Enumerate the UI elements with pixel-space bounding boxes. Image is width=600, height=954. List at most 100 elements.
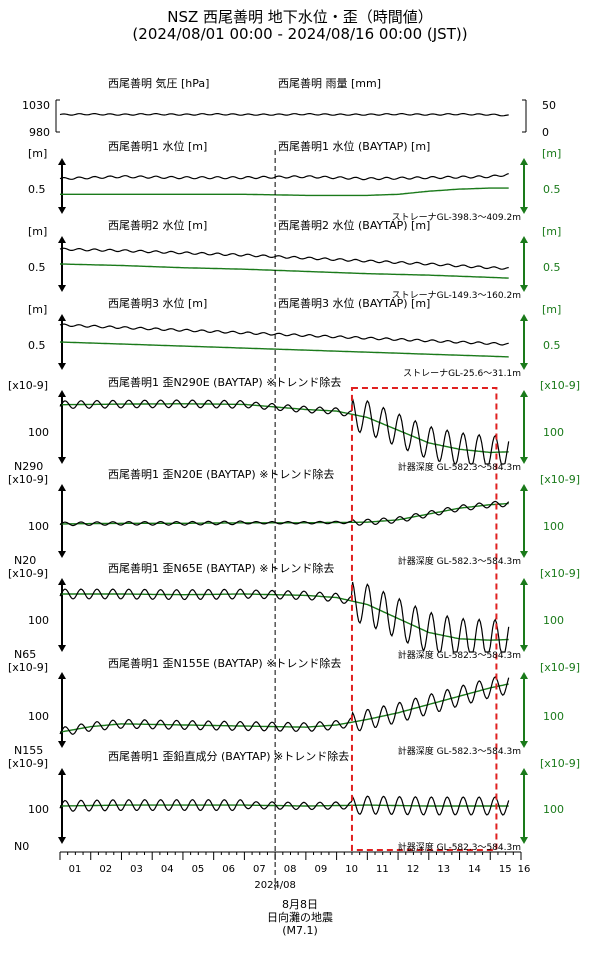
series-n20-raw xyxy=(59,500,510,527)
panel-note-n65: 計器深度 GL-582.3～584.3m xyxy=(398,649,521,661)
series-n155-raw xyxy=(59,676,510,735)
event-date: 8月8日 xyxy=(282,898,318,911)
series-wl1-1 xyxy=(60,187,509,197)
y-tick-left-wl3: 0.5 xyxy=(28,339,46,352)
y-arrow-right-wl1-head-up xyxy=(520,158,528,165)
panel-title-n0: 西尾善明1 歪鉛直成分 (BAYTAP) ※トレンド除去 xyxy=(108,749,349,763)
event-magnitude: (M7.1) xyxy=(282,924,318,937)
panel-title-wl2-right: 西尾善明2 水位 (BAYTAP) [m] xyxy=(278,218,430,232)
y-tick-right-wl1: 0.5 xyxy=(543,183,561,196)
y-unit-right-n290: [x10-9] xyxy=(540,379,580,392)
x-tick-label: 06 xyxy=(222,864,235,875)
x-tick-label: 12 xyxy=(407,864,420,875)
x-tick-label: 16 xyxy=(518,864,531,875)
row-label-n65: N65 xyxy=(14,648,36,661)
series-n0-raw xyxy=(59,795,510,816)
y-unit-right-wl2: [m] xyxy=(542,225,561,238)
series-wl2-0 xyxy=(59,247,509,270)
y-tick-right-weather: 50 xyxy=(542,99,556,112)
y-arrow-left-n155-head-down xyxy=(58,741,66,748)
y-arrow-right-n20-head-up xyxy=(520,484,528,491)
y-arrow-left-wl2-head-down xyxy=(58,285,66,292)
panel-title-n155: 西尾善明1 歪N155E (BAYTAP) ※トレンド除去 xyxy=(108,656,341,670)
y-arrow-left-wl2-head-up xyxy=(58,236,66,243)
y-tick-left-weather: 1030 xyxy=(22,99,50,112)
y-arrow-left-n0-head-down xyxy=(58,837,66,844)
y-unit-right-n155: [x10-9] xyxy=(540,661,580,674)
highlight-box xyxy=(350,387,498,851)
y-arrow-right-wl3-head-up xyxy=(520,314,528,321)
y-arrow-right-wl2-head-up xyxy=(520,236,528,243)
y-tick-left-weather: 980 xyxy=(29,126,50,139)
y-tick-right-n65: 100 xyxy=(543,614,564,627)
y-arrow-left-n20-head-up xyxy=(58,484,66,491)
y-tick-left-wl1: 0.5 xyxy=(28,183,46,196)
y-arrow-right-n290-head-down xyxy=(520,457,528,464)
y-tick-left-n20: 100 xyxy=(28,520,49,533)
y-arrow-right-n0-head-down xyxy=(520,837,528,844)
y-unit-left-n20: [x10-9] xyxy=(8,473,48,486)
chart-overlay xyxy=(274,150,498,890)
y-arrow-right-n65-head-down xyxy=(520,645,528,652)
y-arrow-left-wl1-head-up xyxy=(58,158,66,165)
y-arrow-left-n155-head-up xyxy=(58,672,66,679)
x-tick-label: 13 xyxy=(437,864,450,875)
series-wl1-0 xyxy=(59,173,509,181)
panel-title-n290: 西尾善明1 歪N290E (BAYTAP) ※トレンド除去 xyxy=(108,375,341,389)
panel-title-wl3-right: 西尾善明3 水位 (BAYTAP) [m] xyxy=(278,296,430,310)
y-arrow-left-n65-head-up xyxy=(58,578,66,585)
panel-note-n20: 計器深度 GL-582.3～584.3m xyxy=(398,555,521,567)
row-label-n290: N290 xyxy=(14,460,43,473)
series-wl3-1 xyxy=(59,341,509,358)
panel-note-n155: 計器深度 GL-582.3～584.3m xyxy=(398,745,521,757)
panel-note-n0: 計器深度 GL-582.3～584.3m xyxy=(398,841,521,853)
y-tick-right-n0: 100 xyxy=(543,803,564,816)
y-tick-right-n290: 100 xyxy=(543,426,564,439)
series-weather-0 xyxy=(59,112,509,117)
y-unit-right-wl1: [m] xyxy=(542,147,561,160)
y-arrow-left-wl3-head-down xyxy=(58,363,66,370)
x-tick-label: 05 xyxy=(192,864,205,875)
y-unit-left-n0: [x10-9] xyxy=(8,757,48,770)
y-arrow-right-n0-head-up xyxy=(520,768,528,775)
x-tick-label: 04 xyxy=(161,864,174,875)
panel-note-wl1: ストレーナGL-398.3～409.2m xyxy=(392,212,521,223)
panel-note-n290: 計器深度 GL-582.3～584.3m xyxy=(398,461,521,473)
y-tick-right-wl3: 0.5 xyxy=(543,339,561,352)
y-tick-right-n20: 100 xyxy=(543,520,564,533)
y-arrow-right-n65-head-up xyxy=(520,578,528,585)
y-unit-left-n290: [x10-9] xyxy=(8,379,48,392)
y-unit-left-n65: [x10-9] xyxy=(8,567,48,580)
x-axis-label: 2024/08 xyxy=(254,880,296,891)
y-tick-left-n65: 100 xyxy=(28,614,49,627)
x-tick-label: 15 xyxy=(499,864,512,875)
chart-series xyxy=(59,112,510,816)
x-tick-label: 14 xyxy=(468,864,481,875)
event-name: 日向灘の地震 xyxy=(267,911,333,924)
series-n65-0 xyxy=(60,593,509,641)
y-arrow-left-n0-head-up xyxy=(58,768,66,775)
series-n65-raw xyxy=(59,581,510,653)
y-unit-right-n0: [x10-9] xyxy=(540,757,580,770)
y-tick-right-wl2: 0.5 xyxy=(543,261,561,274)
x-tick-label: 07 xyxy=(253,864,266,875)
y-tick-right-n155: 100 xyxy=(543,710,564,723)
y-unit-right-wl3: [m] xyxy=(542,303,561,316)
series-n290-raw xyxy=(59,398,510,465)
x-tick-label: 02 xyxy=(99,864,112,875)
panel-title-wl2-left: 西尾善明2 水位 [m] xyxy=(108,218,207,232)
y-arrow-left-n65-head-down xyxy=(58,645,66,652)
y-unit-left-wl2: [m] xyxy=(28,225,47,238)
x-tick-label: 10 xyxy=(345,864,358,875)
row-label-n0: N0 xyxy=(14,840,29,853)
y-arrow-right-wl3-head-down xyxy=(520,363,528,370)
y-arrow-left-wl3-head-up xyxy=(58,314,66,321)
x-tick-label: 08 xyxy=(284,864,297,875)
chart-title: NSZ 西尾善明 地下水位・歪（時間値） xyxy=(167,8,433,26)
panel-title-n65: 西尾善明1 歪N65E (BAYTAP) ※トレンド除去 xyxy=(108,561,334,575)
panel-title-wl1-right: 西尾善明1 水位 (BAYTAP) [m] xyxy=(278,139,430,153)
y-arrow-right-n290-head-up xyxy=(520,390,528,397)
panel-note-wl2: ストレーナGL-149.3～160.2m xyxy=(392,290,521,301)
y-tick-left-wl2: 0.5 xyxy=(28,261,46,274)
